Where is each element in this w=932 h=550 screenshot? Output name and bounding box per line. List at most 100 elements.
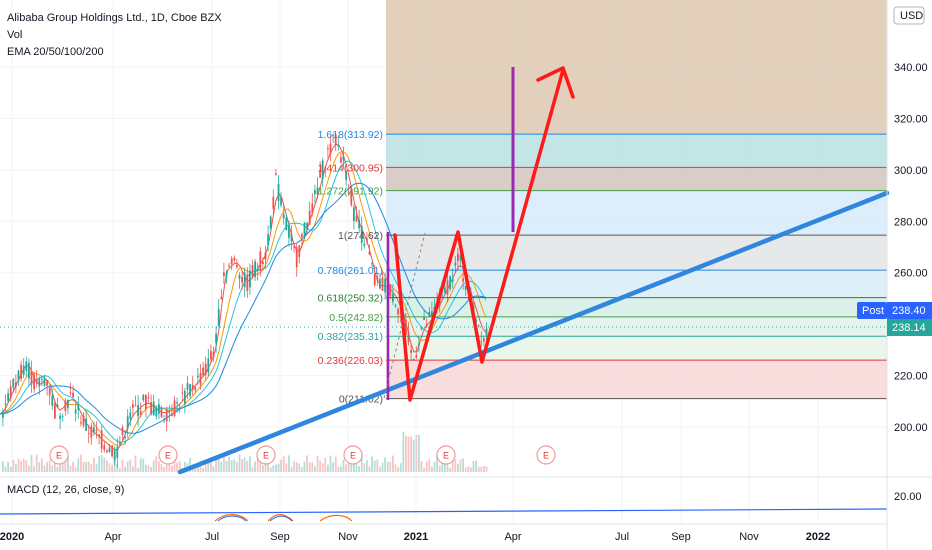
volume-bar bbox=[217, 455, 220, 472]
volume-bar bbox=[449, 467, 451, 472]
volume-bar bbox=[402, 431, 405, 472]
svg-text:USD: USD bbox=[900, 10, 923, 22]
fib-zone bbox=[386, 336, 887, 361]
volume-bar bbox=[33, 466, 35, 472]
volume-bar bbox=[54, 463, 56, 472]
fib-zone bbox=[386, 167, 887, 191]
projection-path[interactable] bbox=[393, 68, 565, 402]
candle-body bbox=[106, 450, 108, 452]
volume-bar bbox=[77, 458, 80, 472]
volume-bar bbox=[485, 466, 488, 472]
candle-body bbox=[41, 378, 43, 380]
volume-bar bbox=[82, 461, 85, 472]
ascending-trendline[interactable] bbox=[177, 190, 890, 475]
candle-body bbox=[345, 171, 347, 180]
candle-body bbox=[394, 304, 397, 306]
fib-zones bbox=[386, 0, 887, 399]
volume-bar bbox=[121, 459, 124, 472]
candle-body bbox=[251, 265, 254, 277]
candle-body bbox=[225, 272, 228, 278]
volume-bar bbox=[126, 461, 129, 472]
candle-body bbox=[389, 284, 392, 296]
earnings-marker[interactable]: E bbox=[343, 445, 363, 465]
volume-bar bbox=[262, 465, 264, 472]
drawings[interactable] bbox=[177, 66, 890, 475]
macd-y-tick: 20.00 bbox=[894, 491, 922, 503]
currency-button[interactable]: USD bbox=[893, 6, 925, 25]
candle-body bbox=[410, 349, 412, 353]
macd-pane: MACD (12, 26, close, 9) 20.00 bbox=[0, 476, 932, 522]
candle-body bbox=[254, 261, 256, 278]
candle-body bbox=[139, 410, 142, 415]
candle-body bbox=[368, 251, 371, 255]
volume-bar bbox=[410, 436, 412, 472]
candle-body bbox=[462, 278, 464, 282]
volume-bar bbox=[25, 460, 28, 472]
volume-bar bbox=[20, 461, 22, 472]
svg-text:238.14: 238.14 bbox=[892, 322, 926, 334]
fib-level-label: 1.272(291.92) bbox=[318, 186, 383, 198]
candle-body bbox=[184, 390, 186, 404]
time-axis[interactable]: 2020 Apr Jul Sep Nov 2021 Apr Jul Sep Nov 2022 bbox=[0, 523, 887, 543]
candle-body bbox=[186, 382, 189, 390]
volume-bar bbox=[134, 455, 137, 472]
volume-bar bbox=[280, 459, 282, 472]
volume-bar bbox=[288, 455, 290, 472]
candle-body bbox=[25, 361, 28, 371]
volume-bar bbox=[397, 467, 399, 472]
earnings-marker[interactable]: E bbox=[536, 445, 556, 465]
y-tick-label: 260.00 bbox=[894, 268, 928, 280]
candle-body bbox=[147, 397, 150, 399]
volume-bar bbox=[48, 460, 51, 472]
x-tick-label: Jul bbox=[205, 531, 219, 543]
ema-line bbox=[0, 160, 487, 443]
candle-body bbox=[35, 379, 38, 384]
volume-bar bbox=[428, 459, 431, 472]
candle-body bbox=[207, 358, 210, 373]
earnings-marker[interactable]: E bbox=[256, 445, 276, 465]
candle-body bbox=[129, 412, 132, 419]
candle-body bbox=[121, 427, 124, 436]
candle-body bbox=[189, 384, 191, 396]
volume-bar bbox=[72, 461, 74, 472]
candle-body bbox=[358, 219, 360, 229]
fib-level-label: 0.786(261.01) bbox=[318, 265, 383, 277]
volume-bar bbox=[358, 466, 360, 472]
macd-label: MACD (12, 26, close, 9) bbox=[7, 484, 124, 496]
candle-body bbox=[119, 442, 121, 445]
fib-zone bbox=[386, 235, 887, 271]
vol-label: Vol bbox=[7, 29, 22, 41]
earnings-marker[interactable]: E bbox=[436, 445, 456, 465]
candle-body bbox=[155, 407, 158, 417]
fib-level-label: 0.5(242.82) bbox=[329, 312, 383, 324]
fib-level-label: 0.382(235.31) bbox=[318, 331, 383, 343]
volume-bar bbox=[225, 461, 228, 472]
volume-bar bbox=[272, 465, 275, 472]
candle-body bbox=[485, 328, 488, 336]
candle-body bbox=[215, 333, 217, 344]
candle-body bbox=[477, 324, 480, 326]
volume-bar bbox=[119, 467, 121, 472]
fib-level-label: 1.414(300.95) bbox=[318, 162, 383, 174]
earnings-marker[interactable]: E bbox=[158, 445, 178, 465]
fib-zone bbox=[386, 190, 887, 236]
candle-body bbox=[316, 187, 319, 195]
volume-bar bbox=[173, 459, 176, 472]
candle-body bbox=[30, 370, 33, 385]
candle-body bbox=[7, 393, 9, 402]
candle-body bbox=[264, 252, 267, 260]
volume-bar bbox=[116, 464, 119, 472]
volume-bar bbox=[412, 439, 415, 472]
candle-body bbox=[20, 364, 22, 379]
volume-bar bbox=[342, 459, 345, 472]
candle-body bbox=[171, 414, 173, 416]
volume-bar bbox=[17, 458, 20, 472]
earnings-marker[interactable]: E bbox=[49, 445, 69, 465]
volume-bar bbox=[462, 458, 464, 472]
volume-bar bbox=[103, 457, 106, 472]
candle-body bbox=[116, 446, 119, 458]
volume-bar bbox=[41, 458, 43, 472]
volume-bar bbox=[87, 461, 90, 472]
